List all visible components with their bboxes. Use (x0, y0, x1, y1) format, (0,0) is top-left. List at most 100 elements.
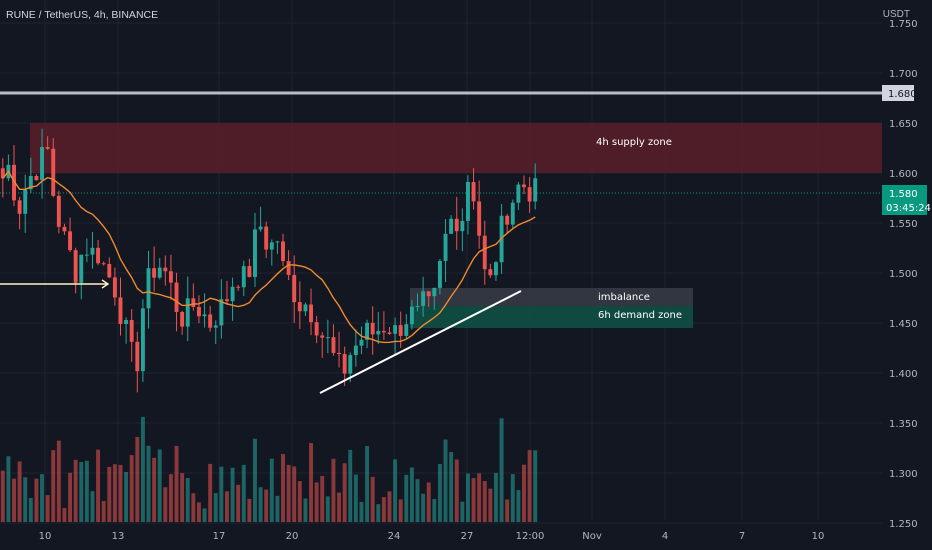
candle-body (275, 241, 280, 243)
candle-body (449, 218, 454, 234)
candle-body (437, 260, 442, 288)
volume-bar (533, 450, 538, 522)
volume-bar (381, 497, 386, 522)
candle-body (522, 184, 526, 188)
currency-label: USDT (882, 9, 910, 20)
volume-bar (337, 492, 342, 522)
candle-body (527, 187, 532, 202)
candle-body (376, 330, 381, 335)
volume-bar (6, 456, 11, 522)
volume-bar (236, 484, 241, 522)
x-tick-label: 10 (812, 531, 825, 542)
chart-title: RUNE / TetherUS, 4h, BINANCE (6, 9, 159, 21)
candle-body (146, 268, 151, 309)
trendline[interactable] (319, 290, 522, 394)
volume-bar (387, 491, 392, 522)
candle-body (73, 250, 78, 283)
countdown-text: 03:45:24 (886, 203, 931, 214)
time-axis: 10 13 17 20 24 27 12:00 Nov 4 7 10 (39, 531, 825, 542)
volume-bar (174, 445, 179, 522)
candle-body (426, 291, 431, 297)
volume-bar (118, 464, 123, 522)
x-tick-label: Nov (582, 531, 602, 542)
candle-body (269, 242, 274, 250)
volume-bar (56, 440, 61, 522)
volume-bar (180, 473, 185, 522)
candle-body (230, 286, 235, 302)
volume-bar (157, 449, 162, 522)
candle-body (353, 345, 358, 356)
volume-bar (202, 508, 207, 522)
volume-bar (432, 499, 437, 522)
volume-bar (342, 463, 347, 522)
volume-bar (505, 499, 510, 522)
candle-body (409, 306, 414, 325)
volume-bar (353, 474, 358, 522)
candle-body (510, 202, 515, 225)
volume-bar (488, 488, 493, 522)
candle-body (62, 226, 67, 232)
volume-bar (494, 472, 498, 522)
volume-bar (230, 467, 235, 522)
volume-bar (421, 493, 426, 522)
volume-bar (73, 459, 78, 522)
horizontal-level-line (0, 91, 882, 194)
price-axis: 1.750 1.700 1.650 1.600 1.550 1.500 1.450 1.400… (882, 19, 931, 530)
candle-body (325, 337, 330, 339)
volume-bar (28, 498, 33, 522)
candle-body (208, 314, 213, 328)
annotation-zones: 4h supply zone imbalance 6h demand zone (30, 123, 882, 328)
candle-body (196, 306, 201, 317)
y-tick-label: 1.250 (889, 519, 918, 530)
candle-body (477, 201, 482, 236)
volume-bar (281, 454, 285, 522)
x-tick-label: 20 (286, 531, 299, 542)
candle-body (516, 184, 521, 203)
candle-body (185, 298, 190, 327)
candle-body (135, 341, 140, 372)
volume-bar (253, 438, 257, 522)
demand-zone-label: 6h demand zone (598, 310, 682, 321)
candle-body (157, 267, 162, 278)
candle-body (258, 226, 263, 230)
volume-bar (185, 478, 190, 522)
candle-body (51, 148, 56, 196)
supply-zone-label: 4h supply zone (596, 137, 672, 148)
candle-body (253, 229, 257, 277)
x-tick-label: 13 (112, 531, 125, 542)
candle-body (454, 218, 459, 232)
candle-body (236, 286, 241, 288)
candle-body (0, 168, 5, 179)
candle-body (23, 189, 28, 214)
candle-body (281, 241, 285, 262)
candle-body (213, 325, 218, 328)
x-tick-label: 27 (461, 531, 474, 542)
volume-bar (247, 498, 252, 522)
candle-body (286, 261, 291, 275)
volume-bar (12, 478, 16, 522)
volume-bar (297, 481, 302, 522)
imbalance-zone-rect (410, 288, 693, 306)
volume-bar (465, 473, 470, 522)
volume-bar (0, 470, 5, 522)
y-tick-label: 1.300 (889, 469, 918, 480)
volume-bar (40, 474, 44, 522)
volume-bar (79, 461, 84, 522)
candle-body (471, 182, 476, 202)
candle-body (505, 215, 510, 225)
candle-body (45, 147, 50, 149)
volume-bar (241, 464, 246, 522)
candle-body (219, 299, 224, 326)
volume-bar (460, 501, 465, 522)
candle-body (90, 247, 95, 255)
x-tick-label: 4 (662, 531, 668, 542)
volume-bar (51, 450, 56, 522)
volume-bar (23, 477, 28, 522)
volume-bars (0, 416, 538, 522)
volume-bar (443, 439, 448, 522)
candlesticks (0, 128, 538, 393)
volume-bar (96, 449, 101, 522)
volume-bar (146, 445, 151, 522)
candle-body (415, 305, 420, 307)
